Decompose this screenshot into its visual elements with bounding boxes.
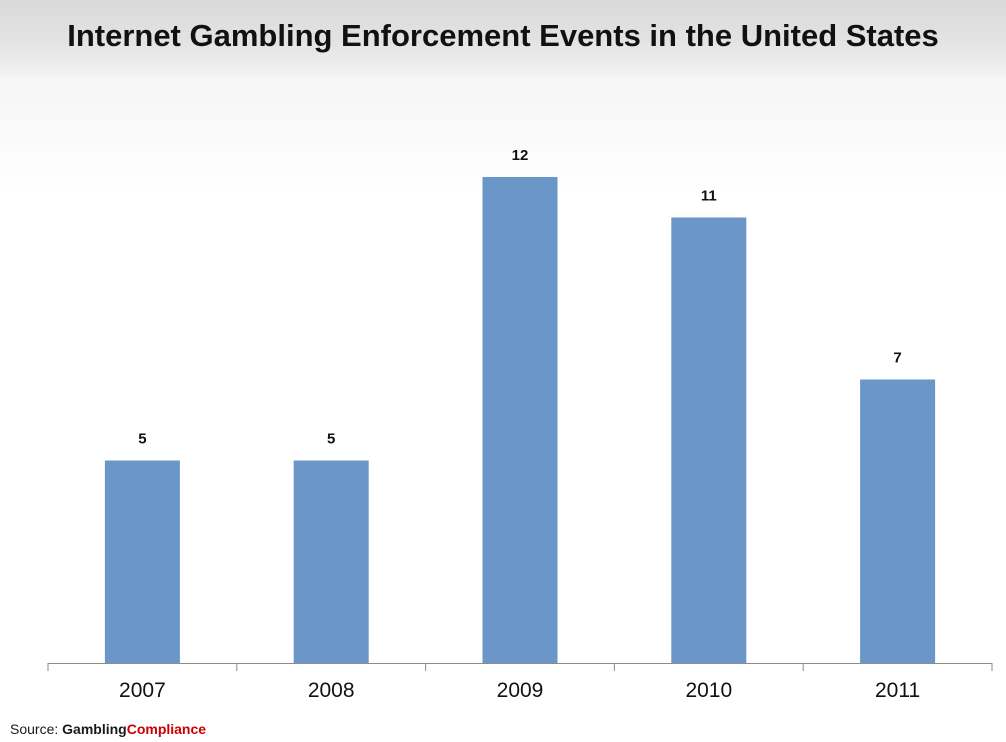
data-label-2007: 5 — [138, 431, 146, 448]
data-label-2009: 12 — [512, 147, 529, 164]
source-note: Source: GamblingCompliance — [10, 721, 206, 737]
bar-2011 — [860, 379, 936, 663]
source-brand-compliance: Compliance — [126, 721, 207, 737]
data-label-2008: 5 — [327, 431, 335, 448]
x-tick-label-2010: 2010 — [685, 679, 732, 702]
bar-2007 — [104, 460, 180, 663]
source-brand-gambling: Gambling — [62, 721, 127, 737]
x-tick-label-2011: 2011 — [875, 679, 920, 702]
bar-2010 — [671, 217, 747, 663]
data-label-2010: 11 — [701, 188, 717, 205]
source-prefix: Source: — [10, 721, 63, 737]
x-tick-label-2007: 2007 — [119, 679, 166, 702]
title-band: Internet Gambling Enforcement Events in … — [0, 0, 1006, 76]
x-tick-label-2009: 2009 — [497, 679, 544, 702]
x-tick-label-2008: 2008 — [308, 679, 355, 702]
bar-2008 — [293, 460, 369, 663]
bar-2009 — [482, 177, 558, 663]
data-label-2011: 7 — [893, 350, 901, 367]
chart-title: Internet Gambling Enforcement Events in … — [67, 18, 939, 53]
